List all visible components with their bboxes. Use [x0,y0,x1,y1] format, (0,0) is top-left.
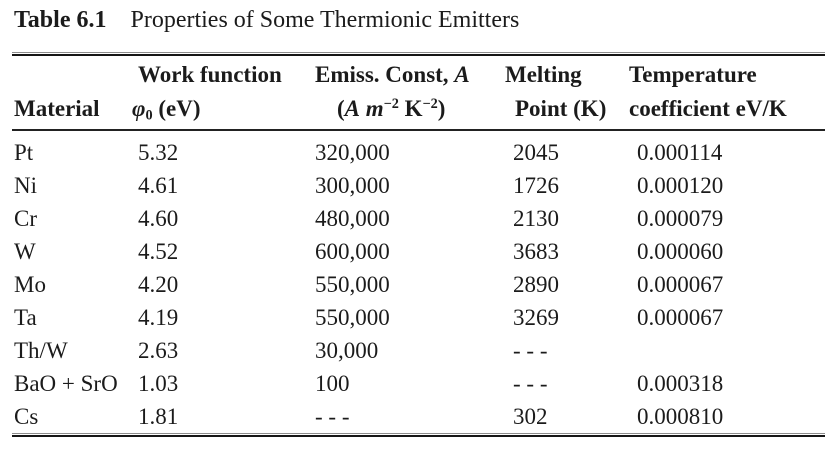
cell-melting-point: 3683 [513,239,559,264]
emission-symbol-A: A [454,62,470,87]
unit-m-exponent: −2 [383,96,399,113]
cell-material: Mo [14,272,46,297]
cell-work-function: 4.19 [138,305,179,330]
phi-symbol: φ [132,96,146,121]
header-temperature-line1: Temperature [629,62,757,87]
cell-melting-point: 2045 [513,140,559,165]
cell-temp-coefficient: 0.000810 [637,404,724,429]
cell-emission-constant: 480,000 [315,206,390,231]
cell-temp-coefficient: 0.000114 [637,140,723,165]
cell-melting-point: 3269 [513,305,559,330]
cell-work-function: 2.63 [138,338,179,363]
cell-temp-coefficient: 0.000318 [637,371,724,396]
cell-emission-constant: 300,000 [315,173,390,198]
cell-emission-constant: 320,000 [315,140,390,165]
header-material: Material [14,96,100,121]
header-emission-constant-line1: Emiss. Const, A [315,58,505,92]
unit-m: m [365,96,384,121]
table-caption: Table 6.1 Properties of Some Thermionic E… [14,6,519,34]
cell-material: Pt [14,140,34,165]
emission-header-text: Emiss. Const, [315,62,449,87]
cell-material: Ni [14,173,37,198]
table-row: Ta 4.19 550,000 3269 0.000067 [14,301,825,334]
table-row: Mo 4.20 550,000 2890 0.000067 [14,268,825,301]
header-row-1: Work function Emiss. Const, A Melting Te… [14,58,825,92]
cell-temp-coefficient: 0.000067 [637,305,724,330]
cell-work-function: 4.60 [138,206,179,231]
unit-K: K [404,96,423,121]
cell-emission-constant: 550,000 [315,305,390,330]
header-work-function-line1: Work function [138,62,282,87]
cell-temp-coefficient: 0.000060 [637,239,724,264]
table-row: W 4.52 600,000 3683 0.000060 [14,235,825,268]
cell-emission-constant: - - - [315,404,350,429]
table-row: Ni 4.61 300,000 1726 0.000120 [14,169,825,202]
header-material-spacer [14,58,138,92]
cell-melting-point: 302 [513,404,548,429]
paren-close: ) [437,96,446,121]
cell-work-function: 5.32 [138,140,179,165]
top-rule [12,52,825,56]
paren-open: ( [337,96,345,121]
cell-material: Ta [14,305,37,330]
table-row: Cr 4.60 480,000 2130 0.000079 [14,202,825,235]
table-header: Work function Emiss. Const, A Melting Te… [14,58,825,126]
cell-emission-constant: 550,000 [315,272,390,297]
table-body: Pt 5.32 320,000 2045 0.000114 Ni 4.61 30… [14,136,825,433]
table-row: BaO + SrO 1.03 100 - - - 0.000318 [14,367,825,400]
cell-emission-constant: 30,000 [315,338,379,363]
cell-melting-point: - - - [513,371,548,396]
header-rule [12,129,825,131]
cell-temp-coefficient: 0.000079 [637,206,724,231]
header-melting-line2: Point (K) [515,96,607,121]
header-melting-line1: Melting [505,62,582,87]
table-row: Cs 1.81 - - - 302 0.000810 [14,400,825,433]
cell-temp-coefficient [629,334,825,367]
cell-emission-constant: 100 [315,371,350,396]
unit-K-exponent: −2 [422,96,438,113]
header-emission-unit: (A m−2 K−2) [315,92,505,126]
unit-A: A [344,96,361,121]
cell-temp-coefficient: 0.000067 [637,272,724,297]
cell-work-function: 4.52 [138,239,179,264]
header-row-2: Material φ0 (eV) (A m−2 K−2) Point (K) c… [14,92,825,126]
cell-material: W [14,239,36,264]
table-title-text: Properties of Some Thermionic Emitters [130,7,520,33]
phi-subscript: 0 [145,107,153,124]
cell-work-function: 1.03 [138,371,179,396]
work-function-unit: (eV) [158,96,201,121]
cell-work-function: 4.20 [138,272,179,297]
table-number: Table 6.1 [14,7,107,33]
bottom-rule [12,433,825,437]
cell-emission-constant: 600,000 [315,239,390,264]
cell-material: Th/W [14,338,68,363]
table-row: Pt 5.32 320,000 2045 0.000114 [14,136,825,169]
cell-melting-point: - - - [513,338,548,363]
header-work-function-unit: φ0 (eV) [132,92,315,126]
cell-work-function: 1.81 [138,404,179,429]
cell-melting-point: 2130 [513,206,559,231]
cell-melting-point: 1726 [513,173,559,198]
cell-work-function: 4.61 [138,173,179,198]
cell-material: BaO + SrO [14,371,118,396]
cell-material: Cr [14,206,37,231]
table-row: Th/W 2.63 30,000 - - - [14,334,825,367]
cell-material: Cs [14,404,39,429]
cell-temp-coefficient: 0.000120 [637,173,724,198]
header-temperature-line2: coefficient eV/K [629,96,787,121]
cell-melting-point: 2890 [513,272,559,297]
